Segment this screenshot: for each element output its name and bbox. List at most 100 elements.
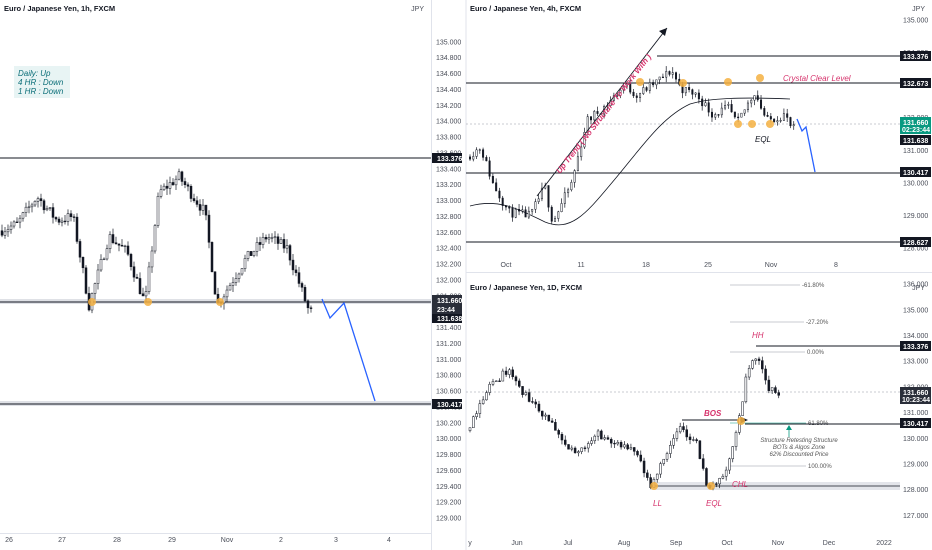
candle-body: [231, 282, 235, 286]
marker-4h: [636, 78, 644, 86]
candle-body: [751, 360, 754, 369]
y-tick-label: 127.000: [903, 513, 928, 520]
candle-body: [518, 209, 521, 212]
y-tick-label: 130.200: [436, 420, 461, 427]
candle-body: [684, 87, 687, 94]
price-label-133376-1d: 133.376: [903, 344, 928, 351]
candle-body: [246, 251, 250, 259]
candle-body: [728, 458, 731, 471]
marker-4h: [734, 120, 742, 128]
candle-body: [593, 435, 597, 442]
trend-arrow-line: [536, 27, 668, 197]
current-price-bg: [900, 387, 931, 404]
candle-body: [527, 392, 531, 402]
candle-body: [616, 442, 620, 445]
x-tick-label: y: [468, 540, 472, 547]
candle-body: [740, 112, 743, 118]
candle-body: [646, 472, 649, 478]
x-axis-1h: 26 27 28 29 Nov 2 3 4: [5, 537, 391, 544]
candle-body: [210, 242, 214, 273]
candle-body: [695, 439, 698, 442]
candle-body: [730, 104, 733, 113]
marker-4h: [766, 120, 774, 128]
candle-body: [168, 182, 172, 189]
marker-bos: [737, 417, 745, 425]
candle-body: [760, 99, 763, 109]
candle-body: [757, 358, 761, 361]
candle-body: [294, 269, 298, 273]
candle-body: [534, 401, 537, 405]
candle-body: [501, 370, 505, 382]
price-label-bg: [900, 167, 931, 177]
y-tick-label: 135.000: [903, 17, 928, 24]
x-tick-label: 2022: [876, 540, 892, 547]
candle-body: [123, 245, 127, 248]
currency-label-1d: JPY: [912, 285, 925, 292]
candle-body: [228, 285, 232, 291]
candle-body: [225, 289, 229, 298]
candle-body: [60, 220, 64, 223]
bias-box: [14, 66, 70, 98]
countdown-4h: 02:23:44: [902, 127, 930, 134]
candle-body: [744, 376, 748, 403]
candle-body: [105, 248, 109, 260]
y-tick-label: 134.400: [436, 87, 461, 94]
candle-body: [207, 214, 211, 243]
price-label-bg: [432, 153, 462, 163]
x-axis-4h: Oct 11 18 25 Nov 8: [501, 262, 838, 269]
candle-body: [276, 236, 280, 244]
candle-body: [498, 190, 501, 199]
chart-4h[interactable]: Euro / Japanese Yen, 4h, FXCM JPY 135.00…: [466, 4, 931, 269]
chart-1d[interactable]: Euro / Japanese Yen, 1D, FXCM JPY 136.00…: [466, 282, 931, 547]
y-tick-label: 131.000: [903, 410, 928, 417]
candle-body: [609, 438, 613, 444]
candle-body: [701, 98, 704, 107]
candle-body: [51, 207, 55, 218]
candle-body: [24, 206, 28, 213]
candle-body: [733, 111, 736, 118]
candle-body: [18, 217, 22, 223]
candle-body: [521, 209, 524, 212]
candle-body: [252, 251, 256, 256]
chart-1h[interactable]: Euro / Japanese Yen, 1h, FXCM JPY 135.00…: [0, 4, 462, 544]
y-tick-label: 130.000: [903, 436, 928, 443]
countdown-1d: 10:23:44: [902, 397, 930, 404]
candle-body: [560, 434, 564, 441]
candle-body: [557, 211, 560, 219]
candle-body: [554, 422, 557, 431]
candle-body: [39, 198, 43, 201]
candle-body: [766, 114, 769, 117]
candle-body: [508, 369, 511, 375]
candle-body: [563, 439, 567, 445]
candle-body: [481, 399, 485, 404]
candle-body: [198, 204, 202, 211]
candle-body: [114, 242, 118, 245]
candle-body: [697, 92, 700, 100]
candle-body: [786, 113, 789, 118]
x-tick-label: Jul: [564, 540, 573, 547]
candle-body: [721, 475, 725, 479]
candle-body: [306, 300, 310, 309]
currency-label-4h: JPY: [912, 6, 925, 13]
candle-body: [508, 206, 511, 209]
bias-1h: 1 HR : Down: [18, 87, 64, 96]
candle-body: [698, 440, 702, 459]
y-tick-label: 130.000: [436, 436, 461, 443]
candle-body: [30, 204, 34, 208]
candle-body: [135, 276, 139, 279]
candle-body: [48, 207, 52, 209]
candle-body: [767, 379, 771, 391]
candle-body: [777, 392, 780, 396]
candle-body: [204, 204, 208, 216]
candle-body: [743, 109, 746, 114]
fib-label: -27.20%: [806, 320, 829, 326]
candle-body: [769, 116, 772, 120]
y-tick-label: 130.000: [903, 180, 928, 187]
candle-body: [243, 258, 247, 269]
candle-body: [72, 216, 76, 218]
y-tick-label: 134.800: [436, 55, 461, 62]
marker-4h: [724, 78, 732, 86]
candle-body: [718, 478, 721, 485]
candle-body: [737, 116, 740, 119]
y-tick-label: 135.000: [903, 307, 928, 314]
